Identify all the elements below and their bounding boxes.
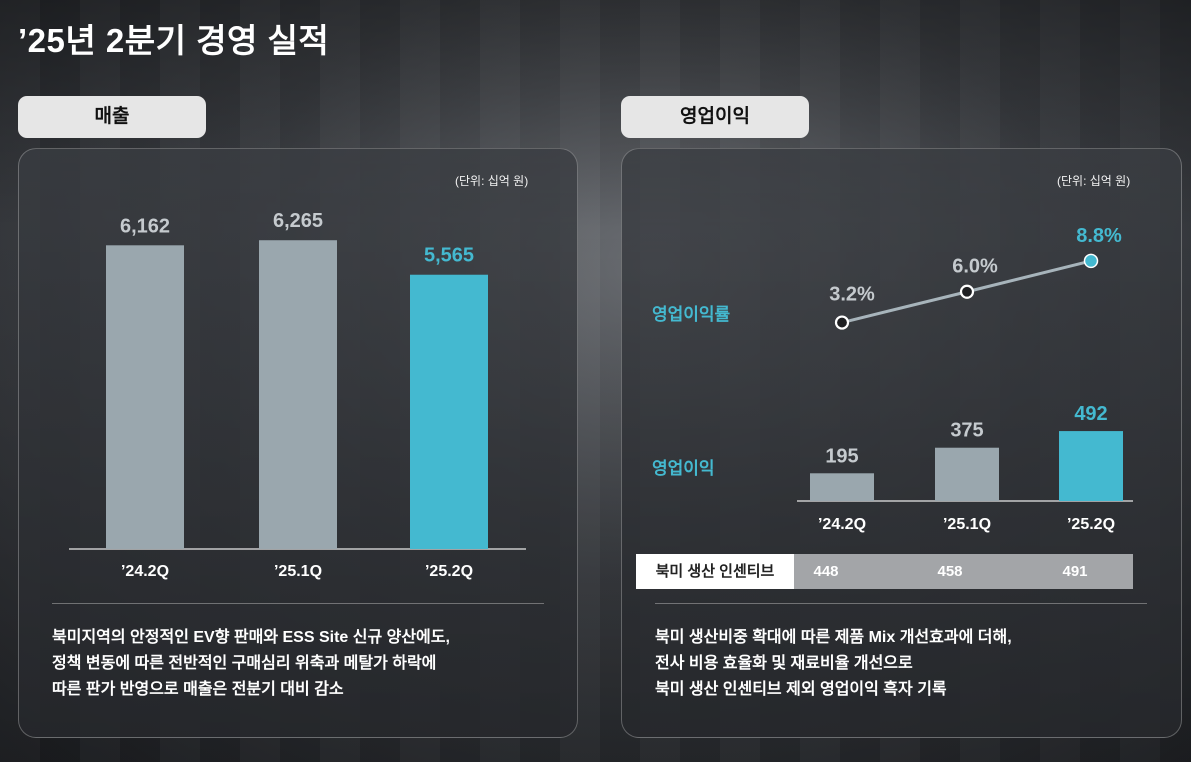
operating-tick-label: ’25.1Q: [943, 516, 991, 533]
operating-value-label: 195: [825, 445, 858, 467]
operating-margin-row-label: 영업이익률: [652, 305, 731, 324]
revenue-tick-label: ’25.1Q: [274, 563, 322, 580]
operating-margin-point-24-2Q: [834, 315, 850, 330]
revenue-value-label: 6,162: [120, 215, 170, 237]
operating-bar-24-2Q: [810, 473, 874, 501]
operating-value-label: 375: [950, 420, 983, 442]
incentive-values-bar: 448 458 491: [794, 554, 1133, 589]
operating-margin-value-label: 6.0%: [952, 256, 998, 278]
operating-margin-value-label: 3.2%: [829, 284, 875, 306]
operating-profit-row-label: 영업이익: [652, 459, 715, 478]
revenue-summary: 북미지역의 안정적인 EV향 판매와 ESS Site 신규 양산에도, 정책 …: [52, 625, 450, 703]
operating-bar-25-2Q: [1059, 431, 1123, 501]
tab-revenue: 매출: [18, 96, 206, 138]
revenue-summary-line: 정책 변동에 따른 전반적인 구매심리 위축과 메탈가 하락에: [52, 655, 437, 672]
operating-tick-label: ’25.2Q: [1067, 516, 1115, 533]
revenue-value-label: 6,265: [273, 210, 323, 232]
revenue-tick-label: ’25.2Q: [425, 563, 473, 580]
operating-summary-line: 북미 생산 인센티브 제외 영업이익 흑자 기록: [655, 681, 947, 698]
incentive-value-25-1q: 458: [937, 563, 963, 580]
operating-summary: 북미 생산비중 확대에 따른 제품 Mix 개선효과에 더해, 전사 비용 효율…: [655, 625, 1012, 703]
revenue-unit-label: (단위: 십억 원): [455, 174, 529, 188]
operating-margin-point-25-2Q: [1083, 253, 1099, 269]
operating-tick-label: ’24.2Q: [818, 516, 866, 533]
revenue-bar-25-2Q: [410, 274, 488, 549]
revenue-bar-24-2Q: [106, 245, 184, 549]
revenue-tick-label: ’24.2Q: [121, 563, 169, 580]
revenue-summary-line: 따른 판가 반영으로 매출은 전분기 대비 감소: [52, 681, 344, 698]
operating-value-label: 492: [1074, 403, 1107, 425]
tab-operating-profit: 영업이익: [621, 96, 809, 138]
revenue-bar-25-1Q: [259, 240, 337, 549]
incentive-label: 북미 생산 인센티브: [636, 554, 794, 589]
revenue-value-label: 5,565: [424, 245, 474, 267]
revenue-divider: [52, 603, 544, 604]
operating-margin-value-label: 8.8%: [1076, 225, 1122, 247]
operating-unit-label: (단위: 십억 원): [1057, 174, 1131, 188]
operating-summary-line: 전사 비용 효율화 및 재료비율 개선으로: [655, 655, 913, 672]
operating-bar-25-1Q: [935, 447, 999, 501]
revenue-summary-line: 북미지역의 안정적인 EV향 판매와 ESS Site 신규 양산에도,: [52, 629, 450, 646]
operating-divider: [655, 603, 1147, 604]
incentive-value-25-2q: 491: [1062, 563, 1088, 580]
operating-summary-line: 북미 생산비중 확대에 따른 제품 Mix 개선효과에 더해,: [655, 629, 1012, 646]
page-title: ’25년 2분기 경영 실적: [18, 22, 330, 59]
operating-margin-point-25-1Q: [959, 284, 975, 299]
incentive-value-24-2q: 448: [813, 563, 839, 580]
